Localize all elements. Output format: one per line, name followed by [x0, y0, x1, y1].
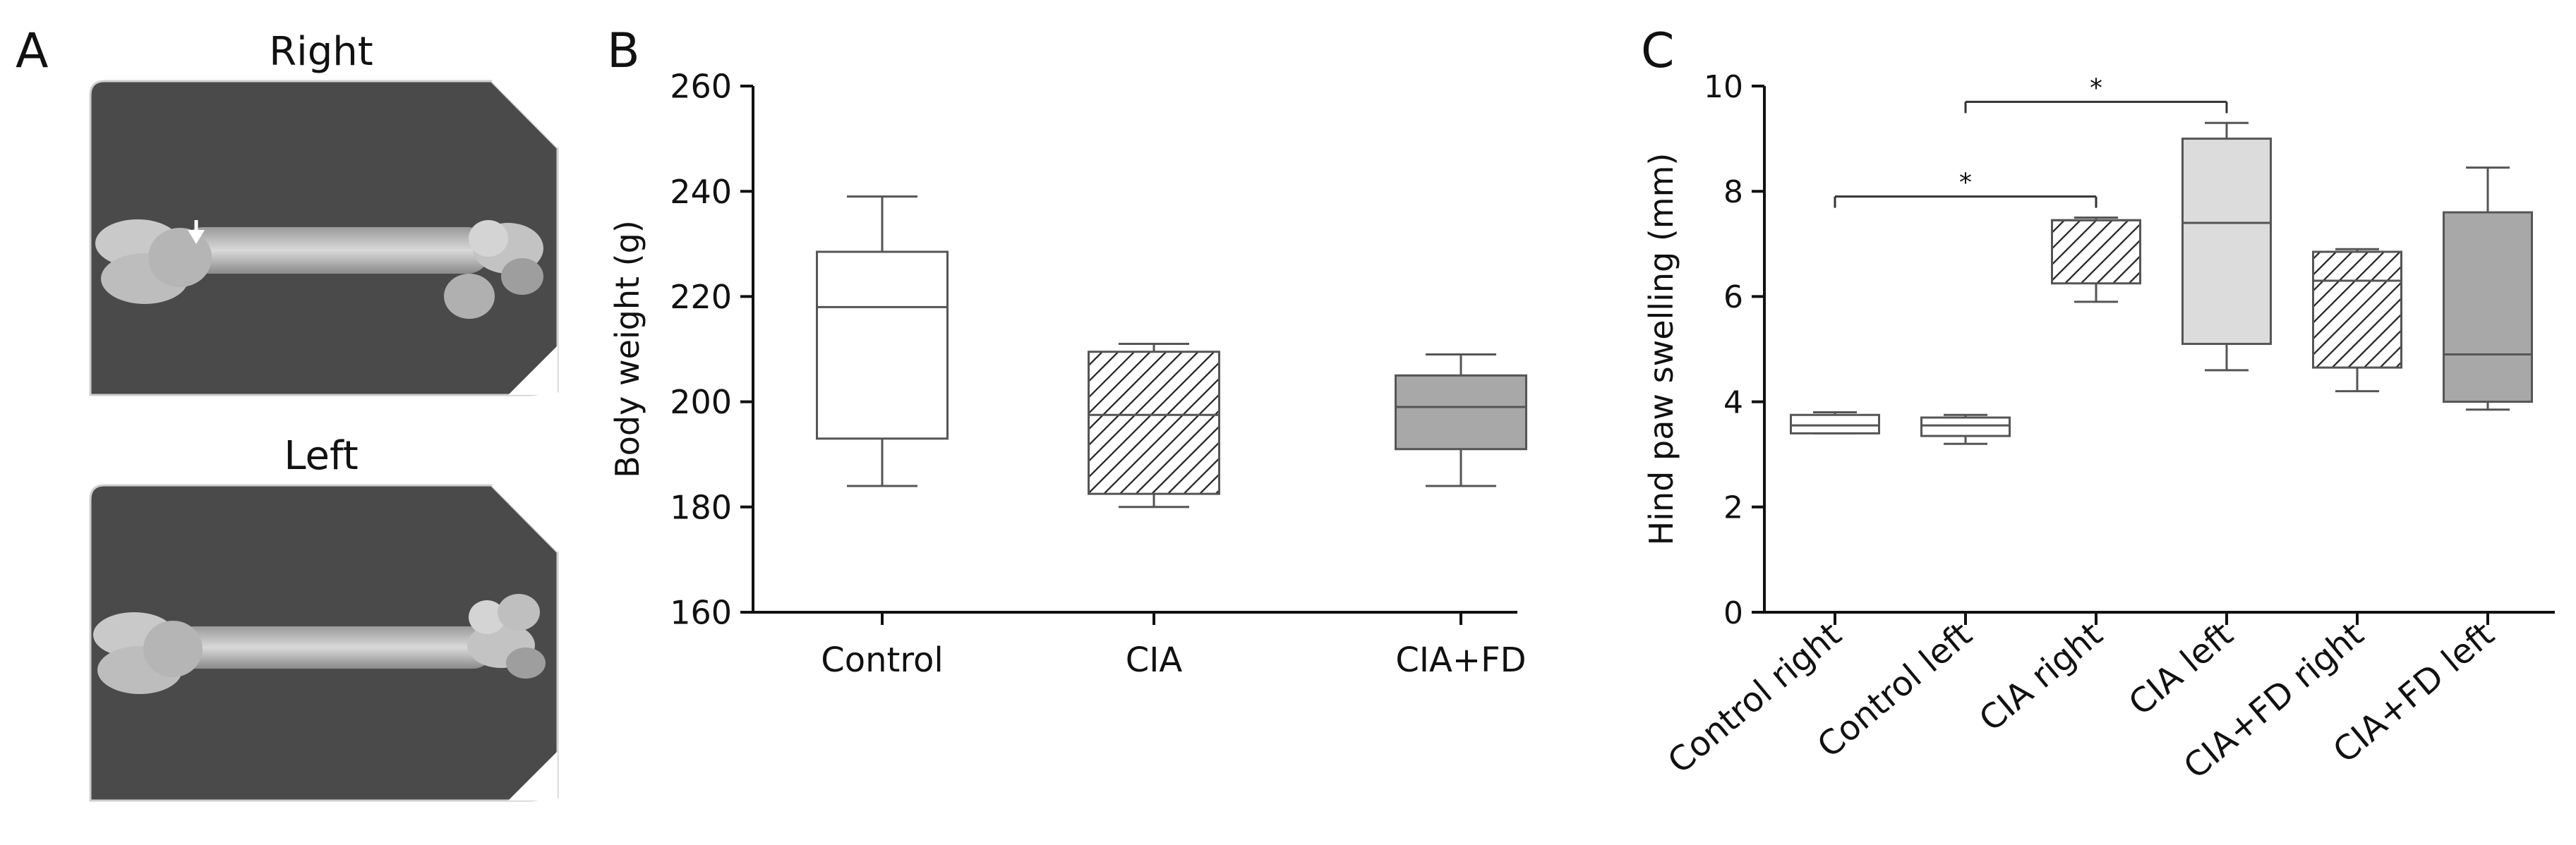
box-control-left	[1920, 413, 2011, 445]
box-cia-right	[2051, 217, 2141, 303]
significance-bracket: *	[1964, 73, 2228, 114]
significance-bracket: *	[1834, 169, 2097, 208]
y-tick-label: 260	[670, 68, 732, 106]
box-iqr	[816, 250, 949, 440]
x-tick-label: Control right	[1661, 614, 1849, 782]
panel-c: C 0 2 4 6 8 10 Hind paw swelling (mm) Control r…	[1641, 23, 2555, 787]
y-tick-label: 220	[670, 278, 732, 316]
box-cia-fd	[1395, 353, 1527, 487]
panel-a-letter: A	[16, 23, 49, 79]
box-iqr	[2443, 211, 2533, 403]
box-iqr	[2051, 219, 2141, 285]
x-tick-label: CIA+FD	[1395, 640, 1526, 680]
box-iqr	[2312, 250, 2402, 369]
y-axis-label: Hind paw swelling (mm)	[1642, 153, 1680, 546]
y-tick-label: 240	[670, 173, 732, 211]
box-cia-fd-right	[2312, 248, 2402, 393]
box-iqr	[1088, 351, 1220, 495]
box-control	[816, 195, 949, 487]
box-control-right	[1790, 411, 1880, 434]
xray-left-label: Left	[284, 433, 358, 479]
x-tick-label: CIA right	[1972, 614, 2110, 739]
femur-bone-left	[93, 594, 546, 694]
y-tick-label: 0	[1723, 595, 1743, 631]
box-cia-fd-left	[2443, 166, 2533, 411]
x-tick-label: CIA left	[2121, 614, 2241, 723]
y-tick-label: 10	[1704, 69, 1743, 105]
significance-star: *	[1959, 169, 1972, 197]
arrow-icon	[188, 220, 205, 244]
femur-xray-left-image	[89, 484, 559, 802]
x-tick-label: Control	[821, 640, 944, 680]
box-iqr	[1790, 413, 1880, 434]
panel-b: B 160 180 200 220 240 260 Body weight (g) Contr…	[607, 23, 1527, 680]
box-iqr	[1920, 416, 2011, 437]
panel-b-letter: B	[607, 23, 640, 79]
y-tick-label: 200	[670, 383, 732, 421]
femur-bone-right	[95, 219, 543, 319]
y-tick-label: 160	[670, 594, 732, 632]
y-tick-label: 8	[1723, 174, 1743, 210]
box-iqr	[1395, 374, 1527, 451]
panel-a: A Right Left	[16, 23, 559, 802]
y-tick-label: 4	[1723, 384, 1743, 420]
y-tick-label: 180	[670, 488, 732, 526]
x-tick-label: CIA	[1126, 640, 1183, 680]
box-cia	[1088, 343, 1220, 509]
xray-right-label: Right	[269, 29, 373, 75]
chart-hind-paw-swelling: 0 2 4 6 8 10 Hind paw swelling (mm) Control rig…	[1642, 69, 2555, 787]
y-tick-label: 2	[1723, 490, 1743, 526]
y-axis-label: Body weight (g)	[608, 220, 646, 478]
panel-c-letter: C	[1641, 23, 1674, 79]
femur-xray-right-image	[89, 80, 559, 396]
box-cia-left	[2181, 121, 2272, 372]
significance-star: *	[2090, 73, 2102, 102]
y-tick-label: 6	[1723, 279, 1743, 315]
chart-body-weight: 160 180 200 220 240 260 Body weight (g) Control…	[608, 68, 1527, 680]
box-iqr	[2181, 138, 2272, 346]
